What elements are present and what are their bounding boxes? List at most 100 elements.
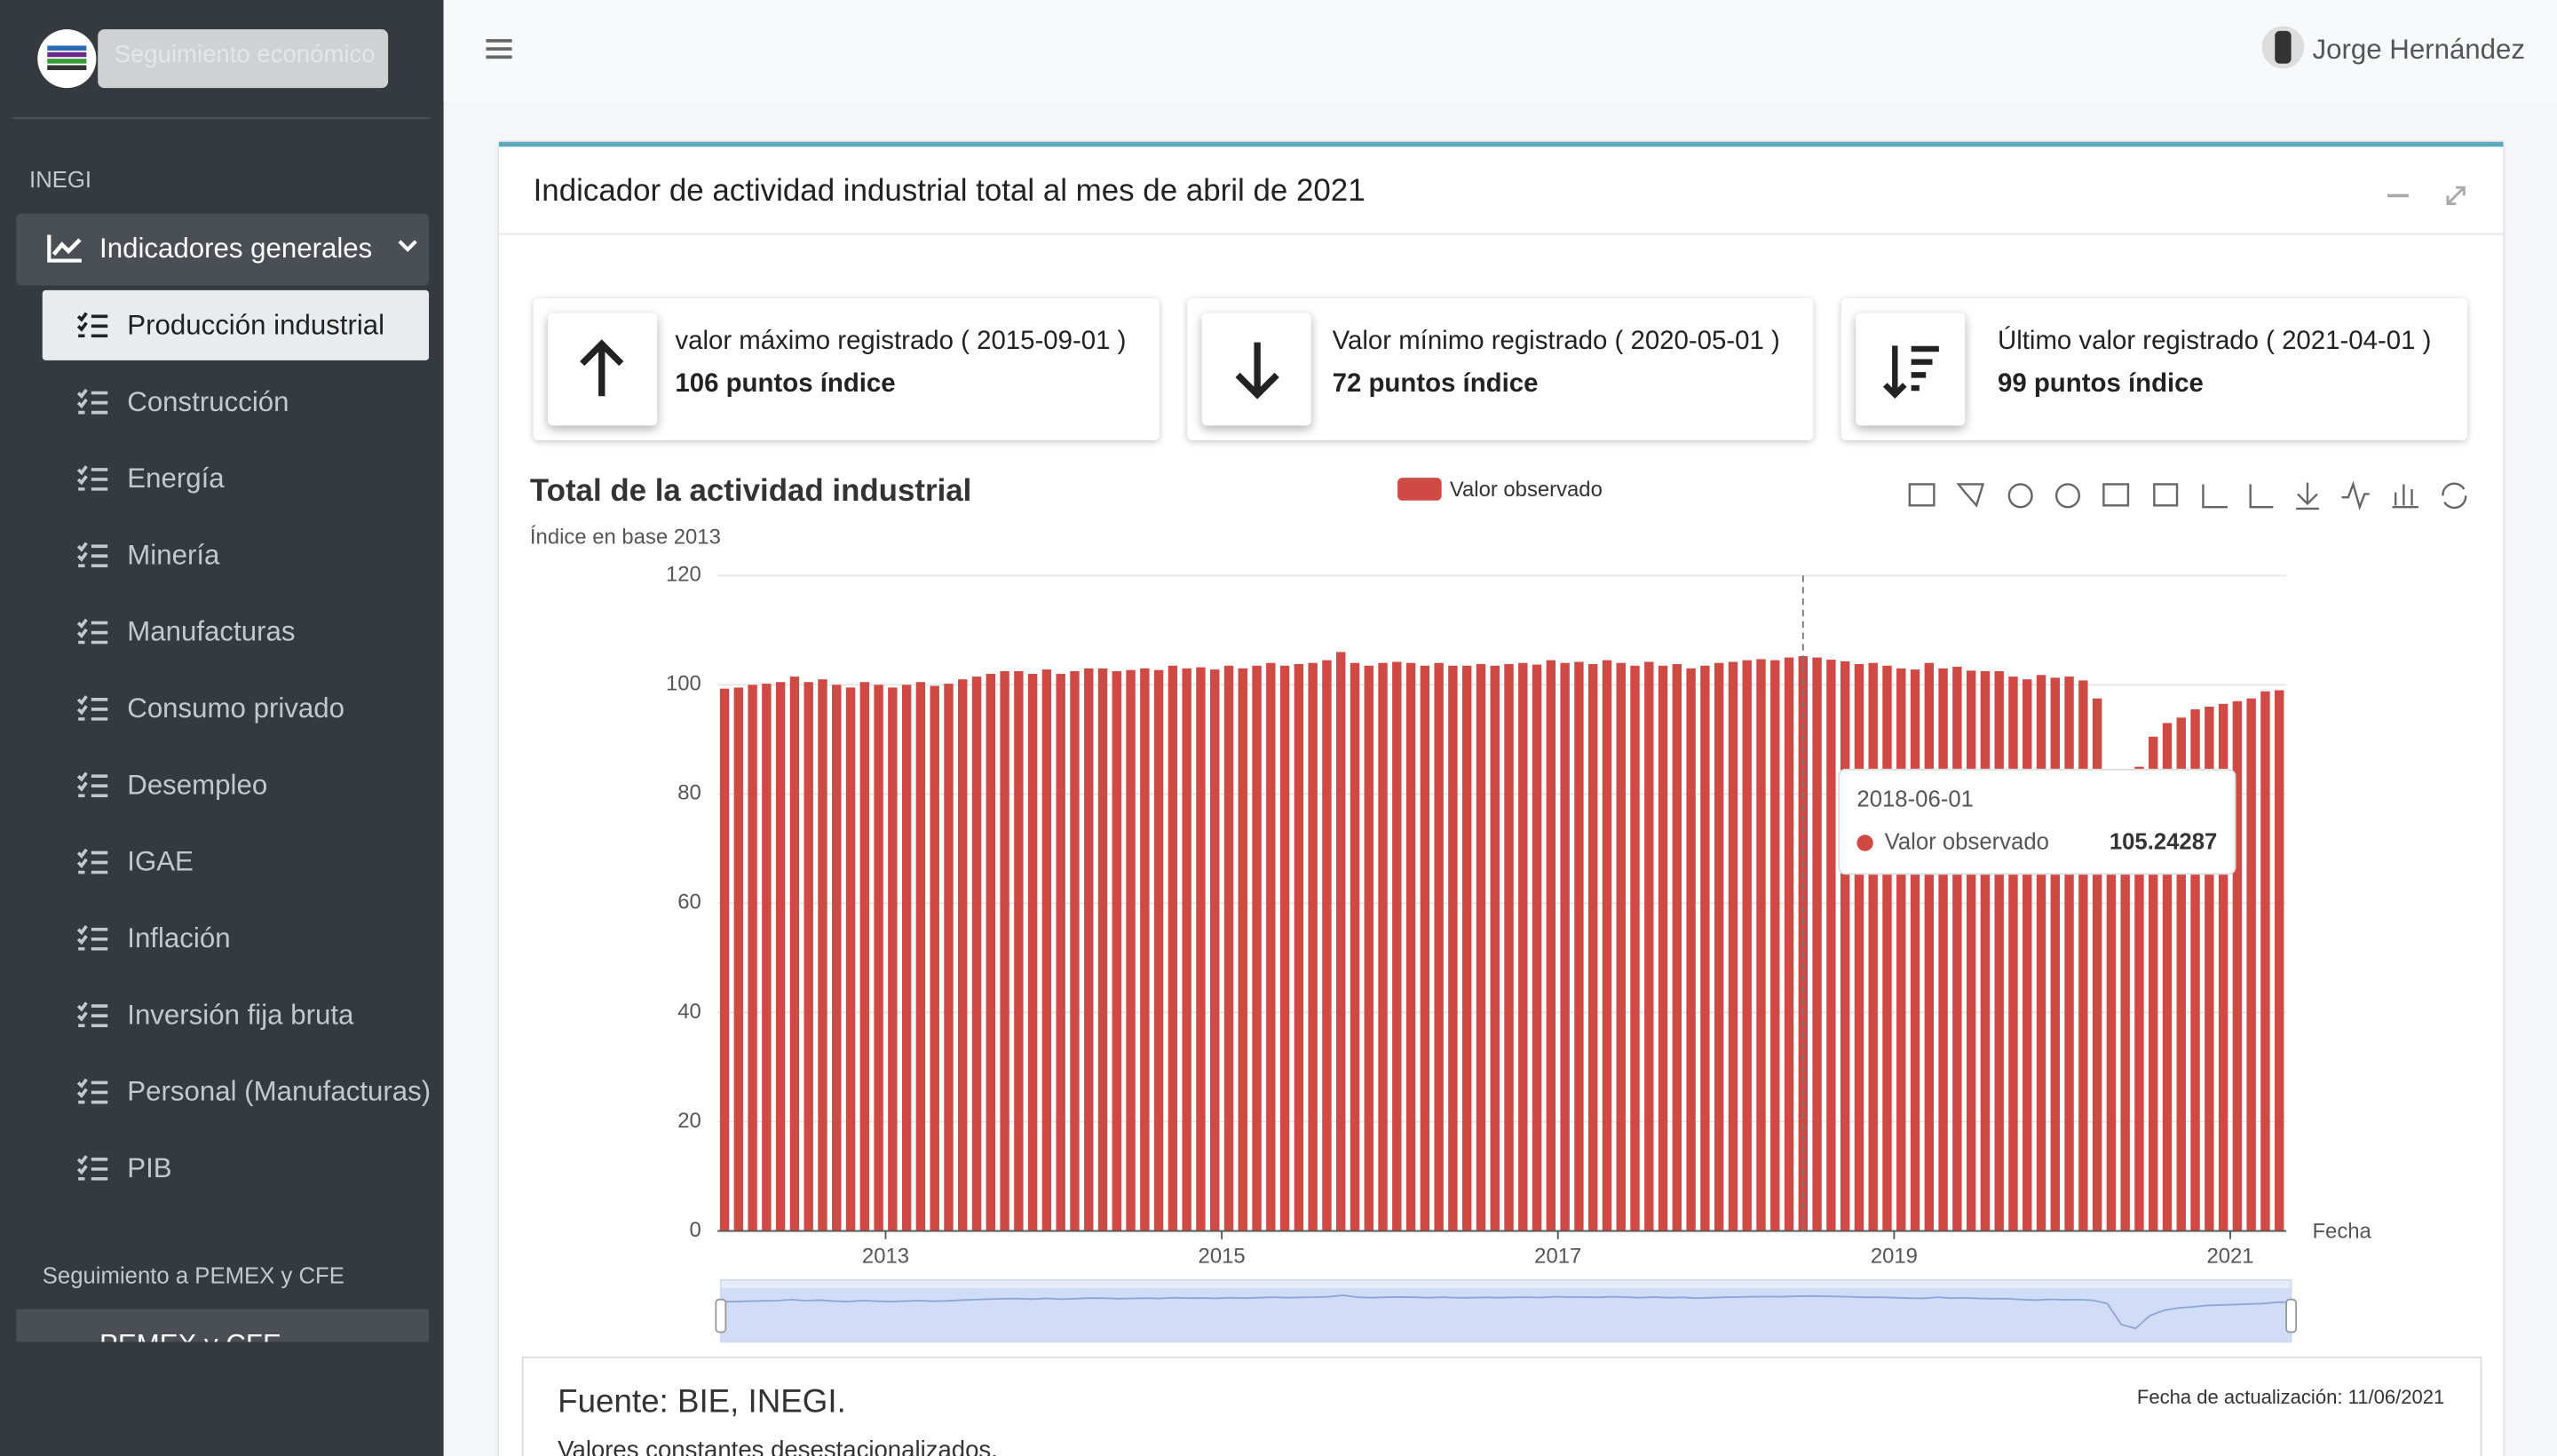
bar: [2162, 723, 2173, 1231]
bar: [1279, 665, 1290, 1231]
bar: [1644, 661, 1654, 1231]
nav-item-label: Manufacturas: [127, 616, 296, 648]
nav-item[interactable]: Inflación: [43, 903, 429, 973]
divider: [499, 233, 2504, 235]
bar: [859, 682, 870, 1231]
nav-item[interactable]: Producción industrial: [42, 289, 430, 360]
bar: [2050, 677, 2060, 1231]
nav-item[interactable]: Personal (Manufacturas): [43, 1056, 431, 1127]
nav-group[interactable]: PEMEX y CFE: [16, 1309, 430, 1342]
bar: [2064, 677, 2074, 1231]
bar: [1434, 662, 1444, 1231]
nav-item-label: Construcción: [127, 386, 289, 418]
user-name[interactable]: Jorge Hernández: [2312, 34, 2526, 66]
nav-item[interactable]: Manufacturas: [43, 597, 429, 667]
nav-item-label: Minería: [127, 539, 220, 571]
note: Valores constantes desestacionalizados.: [558, 1436, 998, 1456]
bar: [1070, 670, 1080, 1231]
bar: [1097, 668, 1108, 1231]
bar: [1490, 665, 1500, 1231]
bar: [748, 684, 757, 1231]
bar: [1084, 668, 1094, 1231]
tooltip-dot: [1856, 835, 1873, 851]
nav-item[interactable]: Consumo privado: [43, 673, 429, 743]
nav-item[interactable]: Energía: [43, 444, 429, 514]
bar: [1840, 661, 1850, 1231]
bar: [1630, 665, 1640, 1231]
bar: [2120, 837, 2130, 1231]
bar: [1518, 662, 1528, 1231]
nav-item[interactable]: Desempleo: [43, 750, 429, 820]
bar: [1770, 660, 1780, 1231]
bar: [888, 687, 898, 1231]
nav-item[interactable]: Minería: [43, 520, 429, 590]
bar: [1196, 667, 1206, 1231]
bar: [1910, 669, 1920, 1231]
nav-item-label: Desempleo: [127, 769, 268, 801]
bar: [1041, 669, 1052, 1231]
bar: [2176, 717, 2186, 1231]
bar: [1532, 664, 1542, 1231]
nav-item[interactable]: Construcción: [43, 367, 429, 437]
stat-value: 106 puntos índice: [675, 369, 896, 399]
bar: [719, 688, 730, 1231]
nav-item[interactable]: Inversión fija bruta: [43, 980, 429, 1050]
x-tick-label: 2021: [2206, 1244, 2253, 1268]
section-header: Seguimiento a PEMEX y CFE: [42, 1262, 344, 1288]
y-tick-label: 120: [666, 563, 701, 587]
list-icon: [76, 695, 108, 721]
logo[interactable]: [36, 28, 98, 90]
card-title: Indicador de actividad industrial total …: [533, 174, 1366, 210]
bar: [2008, 677, 2018, 1231]
bar: [818, 679, 827, 1231]
toolbox[interactable]: [1908, 480, 2467, 510]
nav-item[interactable]: PIB: [43, 1133, 429, 1203]
nav-item-label: Producción industrial: [127, 309, 385, 341]
update-date: Fecha de actualización: 11/06/2021: [2136, 1386, 2445, 1409]
bar: [1392, 661, 1402, 1231]
list-icon: [76, 772, 108, 798]
x-tick-label: 2015: [1199, 1244, 1246, 1268]
bar: [874, 684, 883, 1231]
nav-item-label: PIB: [127, 1152, 172, 1184]
card-tools[interactable]: [2386, 181, 2467, 210]
bar: [971, 677, 982, 1231]
y-tick-label: 20: [677, 1109, 701, 1133]
bar: [1308, 662, 1318, 1231]
bar: [2134, 766, 2144, 1231]
list-icon: [76, 542, 108, 568]
y-tick-label: 40: [677, 1000, 701, 1024]
bar: [762, 684, 772, 1231]
avatar[interactable]: [2260, 25, 2306, 70]
bar: [1574, 661, 1584, 1231]
section-header: INEGI: [29, 166, 92, 193]
bar: [2205, 706, 2214, 1231]
bar: [1714, 662, 1724, 1231]
bar: [1350, 662, 1360, 1231]
tooltip-name: Valor observado: [1885, 829, 2049, 854]
menu-toggle[interactable]: [486, 37, 512, 60]
x-axis-label: Fecha: [2312, 1220, 2371, 1244]
bar: [1000, 670, 1009, 1231]
chevron: [398, 240, 417, 252]
nav-group-label: Indicadores generales: [99, 233, 373, 265]
bar: [1126, 669, 1136, 1231]
nav-item[interactable]: IGAE: [43, 827, 429, 897]
nav-group-label: PEMEX y CFE: [99, 1329, 281, 1342]
list-icon: [76, 1001, 108, 1028]
stat-label: valor máximo registrado ( 2015-09-01 ): [675, 328, 1127, 356]
list-icon: [76, 465, 108, 491]
bar: [1294, 663, 1304, 1231]
bar: [775, 682, 786, 1231]
search-box[interactable]: Seguimiento económico: [98, 29, 389, 89]
bar: [1854, 663, 1864, 1231]
nav-group[interactable]: Indicadores generales: [16, 213, 430, 286]
bar: [1238, 668, 1247, 1231]
divider: [12, 117, 431, 120]
bar: [1882, 665, 1892, 1231]
bar: [2232, 700, 2243, 1231]
bar: [1182, 668, 1191, 1231]
